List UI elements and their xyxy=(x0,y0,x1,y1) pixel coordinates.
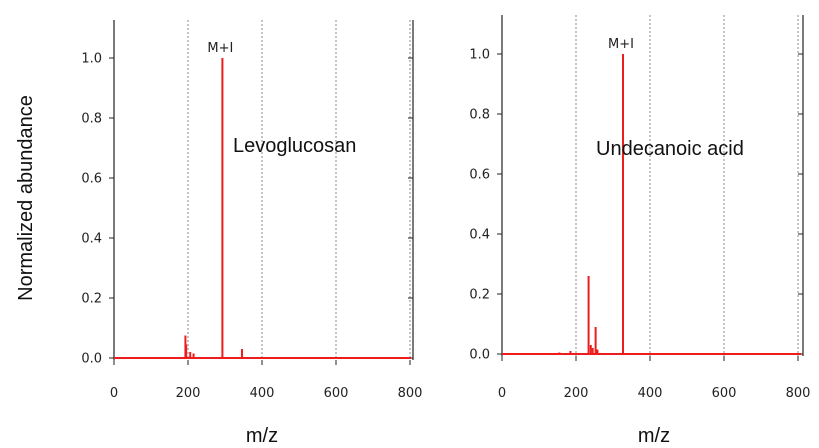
x-tick-label: 400 xyxy=(638,386,663,401)
x-tick-label: 200 xyxy=(564,386,589,401)
peak-label: M+I xyxy=(608,37,634,52)
x-tick-label: 0 xyxy=(110,386,118,401)
y-tick-label: 0.2 xyxy=(469,288,490,303)
panel-undecanoic-acid: 0.0 0.2 0.4 0.6 0.8 1.0 0 200 400 600 800 M+I Undeca… xyxy=(469,15,810,447)
peak-label: M+I xyxy=(207,41,233,56)
y-tick-label: 0.2 xyxy=(81,292,102,307)
x-tick-label: 200 xyxy=(176,386,201,401)
panel-levoglucosan: 0.0 0.2 0.4 0.6 0.8 1.0 0 200 400 600 800 M+I Levogl… xyxy=(81,20,422,447)
y-tick-label: 1.0 xyxy=(469,48,490,63)
x-tick-label: 600 xyxy=(712,386,737,401)
y-tick-label: 0.8 xyxy=(81,112,102,127)
y-tick-label: 0.0 xyxy=(81,352,102,367)
y-tick-label: 0.8 xyxy=(469,108,490,123)
x-tick-label: 400 xyxy=(250,386,275,401)
x-tick-label: 0 xyxy=(498,386,506,401)
shared-y-axis-title: Normalized abundance xyxy=(15,95,37,301)
compound-label: Levoglucosan xyxy=(233,135,356,157)
x-axis-title: m/z xyxy=(638,425,670,447)
y-tick-label: 0.6 xyxy=(469,168,490,183)
y-tick-label: 1.0 xyxy=(81,52,102,67)
x-tick-label: 800 xyxy=(398,386,423,401)
x-axis-title: m/z xyxy=(246,425,278,447)
y-tick-label: 0.0 xyxy=(469,348,490,363)
y-tick-label: 0.4 xyxy=(81,232,102,247)
y-tick-label: 0.4 xyxy=(469,228,490,243)
compound-label: Undecanoic acid xyxy=(596,138,744,160)
x-tick-label: 800 xyxy=(786,386,811,401)
y-tick-label: 0.6 xyxy=(81,172,102,187)
x-tick-label: 600 xyxy=(324,386,349,401)
